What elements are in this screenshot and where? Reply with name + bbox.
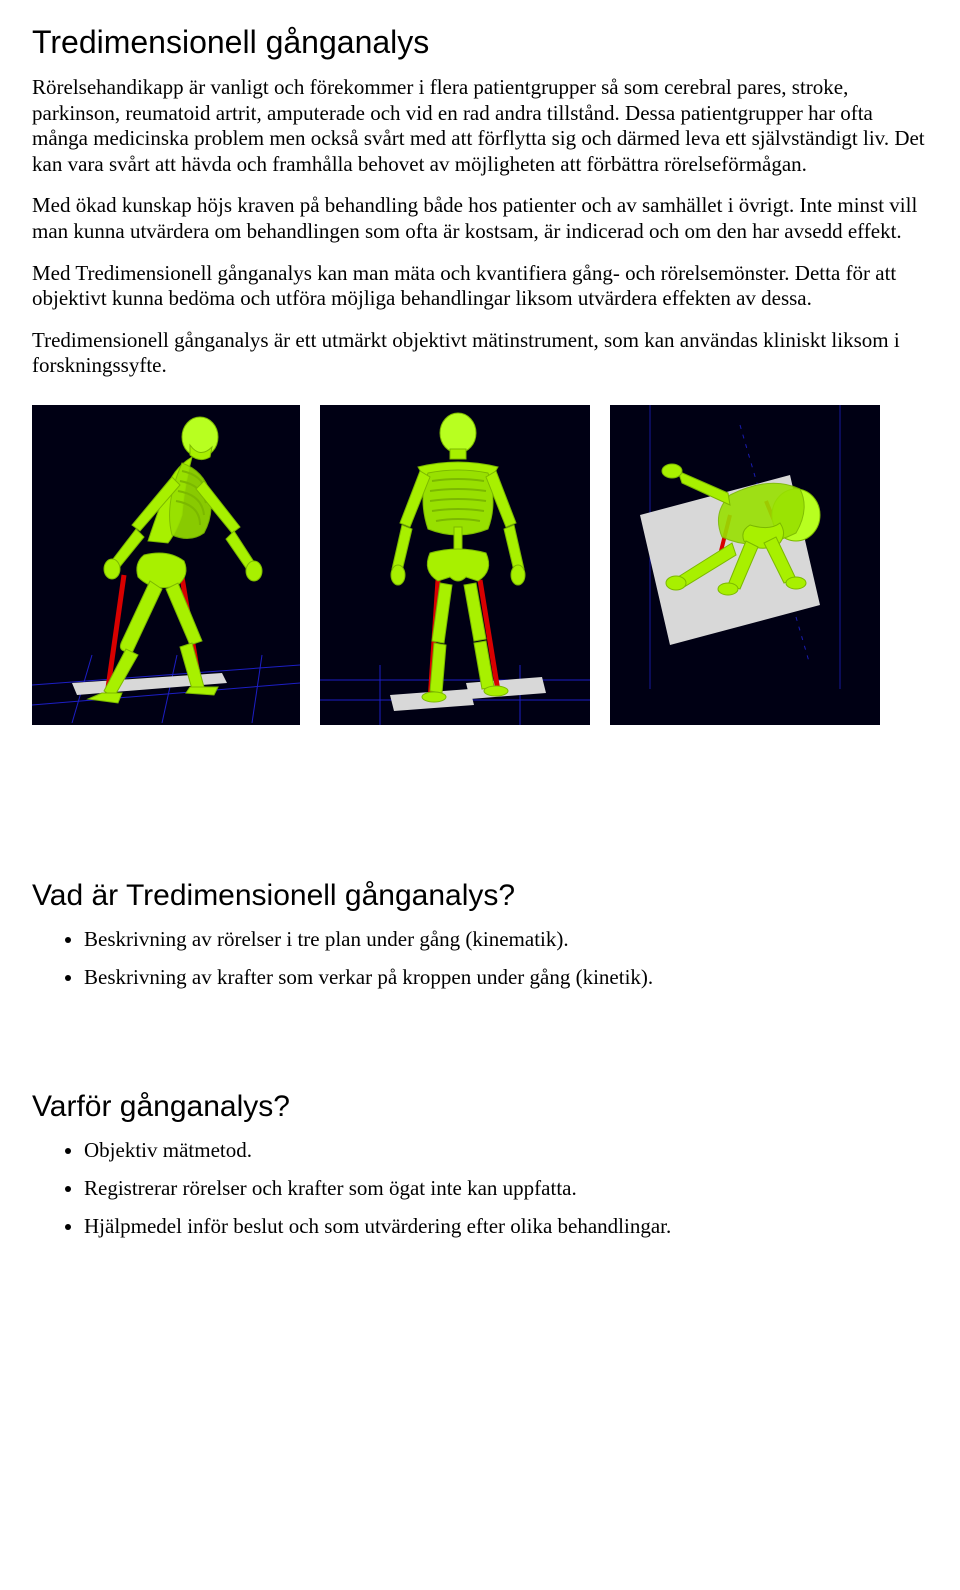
intro-paragraph-4: Tredimensionell gånganalys är ett utmärk…	[32, 328, 928, 379]
list-item: Beskrivning av krafter som verkar på kro…	[84, 963, 928, 991]
skeleton-image-row	[32, 405, 928, 725]
list-item: Beskrivning av rörelser i tre plan under…	[84, 925, 928, 953]
section-why-list: Objektiv mätmetod. Registrerar rörelser …	[32, 1136, 928, 1241]
section-what-heading: Vad är Tredimensionell gånganalys?	[32, 879, 928, 913]
intro-paragraph-2: Med ökad kunskap höjs kraven på behandli…	[32, 193, 928, 244]
skeleton-side-view	[32, 405, 300, 725]
section-what-list: Beskrivning av rörelser i tre plan under…	[32, 925, 928, 992]
list-item: Objektiv mätmetod.	[84, 1136, 928, 1164]
skeleton-front-view	[320, 405, 590, 725]
list-item: Registrerar rörelser och krafter som öga…	[84, 1174, 928, 1202]
intro-paragraph-1: Rörelsehandikapp är vanligt och förekomm…	[32, 75, 928, 177]
intro-paragraph-3: Med Tredimensionell gånganalys kan man m…	[32, 261, 928, 312]
skeleton-top-view	[610, 405, 880, 725]
list-item: Hjälpmedel inför beslut och som utvärder…	[84, 1212, 928, 1240]
page-title: Tredimensionell gånganalys	[32, 24, 928, 61]
section-why-heading: Varför gånganalys?	[32, 1090, 928, 1124]
